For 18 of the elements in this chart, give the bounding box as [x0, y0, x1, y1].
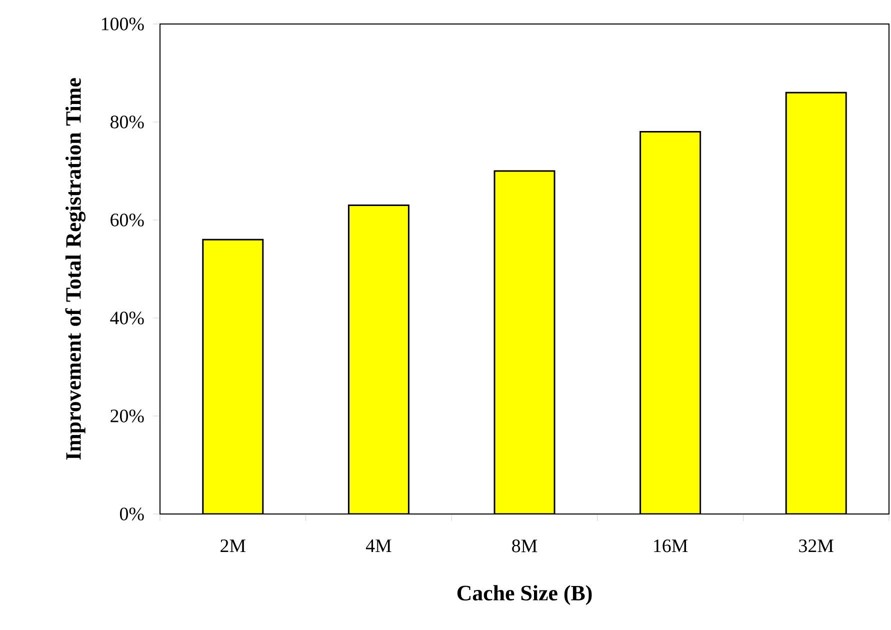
y-tick-label: 20%: [110, 410, 144, 422]
bar: [785, 92, 847, 514]
bar: [348, 204, 410, 514]
bar: [494, 170, 556, 514]
y-tick-label: 80%: [110, 116, 144, 128]
x-tick-label: 4M: [366, 540, 392, 552]
x-tick-label: 8M: [512, 540, 538, 552]
x-tick-label: 32M: [799, 540, 834, 552]
x-tick-label: 16M: [654, 540, 688, 552]
x-tick-label: 2M: [220, 540, 246, 552]
bar: [640, 131, 702, 514]
y-tick-label: 60%: [110, 214, 144, 226]
bar: [202, 238, 264, 514]
x-axis-title: Cache Size (B): [457, 585, 592, 605]
y-tick-label: 0%: [120, 508, 144, 520]
y-tick-label: 40%: [110, 312, 144, 324]
y-axis-title: Improvement of Total Registration Time: [65, 78, 86, 460]
y-tick-label: 100%: [102, 18, 144, 30]
